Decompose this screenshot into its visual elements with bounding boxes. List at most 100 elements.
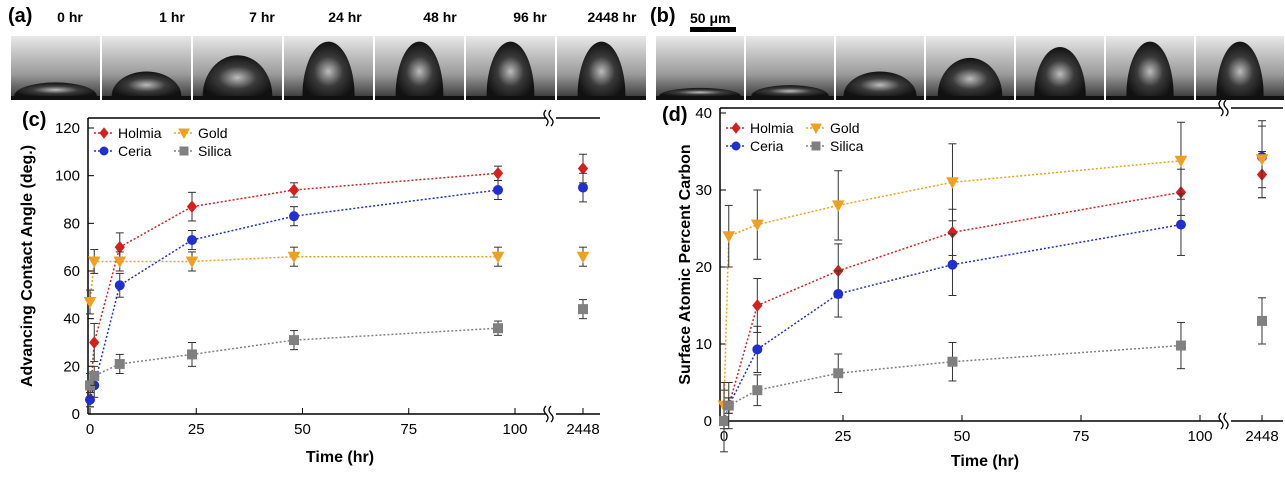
substrate	[746, 96, 834, 100]
droplet	[937, 57, 1003, 96]
y-tick-label: 40	[63, 311, 80, 328]
marker	[493, 323, 503, 334]
substrate	[11, 96, 100, 100]
legend-marker	[731, 141, 741, 151]
y-tick-label: 0	[72, 406, 80, 423]
marker	[187, 235, 197, 246]
axis-break	[1218, 99, 1224, 117]
marker	[87, 256, 101, 269]
y-tick-label: 60	[63, 263, 80, 280]
axis-break	[1223, 412, 1229, 430]
marker	[947, 356, 958, 367]
marker	[576, 251, 590, 264]
droplet	[751, 85, 829, 96]
axis-break	[543, 405, 549, 423]
y-tick-label: 40	[695, 105, 712, 122]
droplet	[843, 71, 917, 96]
y-tick-label: 80	[63, 215, 80, 232]
substrate	[1016, 96, 1104, 100]
substrate	[656, 96, 744, 100]
marker	[719, 416, 729, 426]
marker	[578, 182, 588, 193]
droplet	[302, 41, 355, 96]
x-tick-label: 0	[86, 421, 94, 438]
marker	[289, 211, 299, 222]
marker	[578, 304, 588, 315]
y-tick-label: 20	[63, 358, 80, 375]
legend-marker	[99, 146, 109, 156]
x-tick-label: 2448	[566, 421, 599, 438]
legend-label: Ceria	[118, 143, 152, 159]
marker	[1255, 154, 1269, 166]
legend-label: Gold	[830, 120, 860, 136]
series-line	[89, 172, 499, 400]
substrate	[926, 96, 1014, 100]
marker	[750, 219, 764, 232]
legend-label: Holmia	[750, 120, 794, 136]
marker	[752, 344, 763, 355]
photo-strip	[11, 36, 1284, 100]
time-label: 2448 hr	[587, 9, 637, 25]
panel-label: (c)	[22, 109, 46, 131]
legend-label: Holmia	[118, 125, 162, 141]
marker	[1175, 340, 1186, 351]
marker	[833, 288, 844, 299]
droplet	[1216, 41, 1264, 96]
axis-break	[1218, 412, 1224, 430]
droplet	[659, 87, 741, 96]
time-label: 48 hr	[423, 9, 457, 25]
marker	[113, 256, 127, 269]
y-axis-label: Surface Atomic Percent Carbon	[677, 144, 694, 384]
panel-label: (a)	[8, 5, 32, 27]
legend-label: Silica	[830, 138, 864, 154]
x-tick-label: 50	[294, 421, 311, 438]
droplet	[14, 82, 97, 96]
substrate	[102, 96, 191, 100]
time-label: 24 hr	[328, 9, 362, 25]
series-line	[723, 159, 1182, 406]
x-tick-label: 25	[188, 421, 205, 438]
x-axis-label: Time (hr)	[306, 449, 374, 466]
marker	[723, 400, 734, 411]
droplet	[395, 41, 444, 96]
x-tick-label: 100	[502, 421, 527, 438]
x-axis-label: Time (hr)	[951, 453, 1019, 470]
legend-marker	[99, 127, 109, 139]
substrate	[193, 96, 282, 100]
legend-marker	[731, 122, 741, 134]
panel-label: (d)	[662, 104, 688, 126]
marker	[288, 183, 300, 197]
marker	[722, 231, 736, 243]
marker	[1174, 155, 1188, 168]
droplet	[202, 55, 273, 96]
y-tick-label: 120	[55, 120, 80, 137]
marker	[114, 280, 125, 291]
scale-bar-label: 50 μm	[690, 10, 730, 26]
legend-marker	[178, 128, 190, 140]
legend-marker	[179, 146, 189, 156]
time-label: 7 hr	[249, 9, 275, 25]
droplet	[111, 71, 182, 96]
time-label: 0 hr	[57, 9, 83, 25]
axis-break	[548, 109, 554, 127]
panel-label: (b)	[650, 5, 676, 27]
droplet	[486, 41, 535, 96]
marker	[752, 299, 763, 312]
substrate	[1196, 96, 1284, 100]
marker	[1257, 315, 1267, 326]
x-tick-label: 25	[835, 428, 852, 445]
droplet	[1034, 47, 1086, 96]
marker	[89, 336, 100, 349]
legend-marker	[811, 141, 821, 151]
y-tick-label: 0	[704, 413, 712, 430]
droplet	[1126, 41, 1174, 96]
x-tick-label: 50	[954, 428, 971, 445]
droplet	[577, 41, 626, 96]
marker	[114, 240, 125, 254]
substrate	[1106, 96, 1194, 100]
marker	[1175, 219, 1186, 230]
legend-label: Gold	[198, 125, 228, 141]
x-tick-label: 75	[400, 421, 417, 438]
substrate	[375, 96, 464, 100]
y-tick-label: 100	[55, 168, 80, 185]
